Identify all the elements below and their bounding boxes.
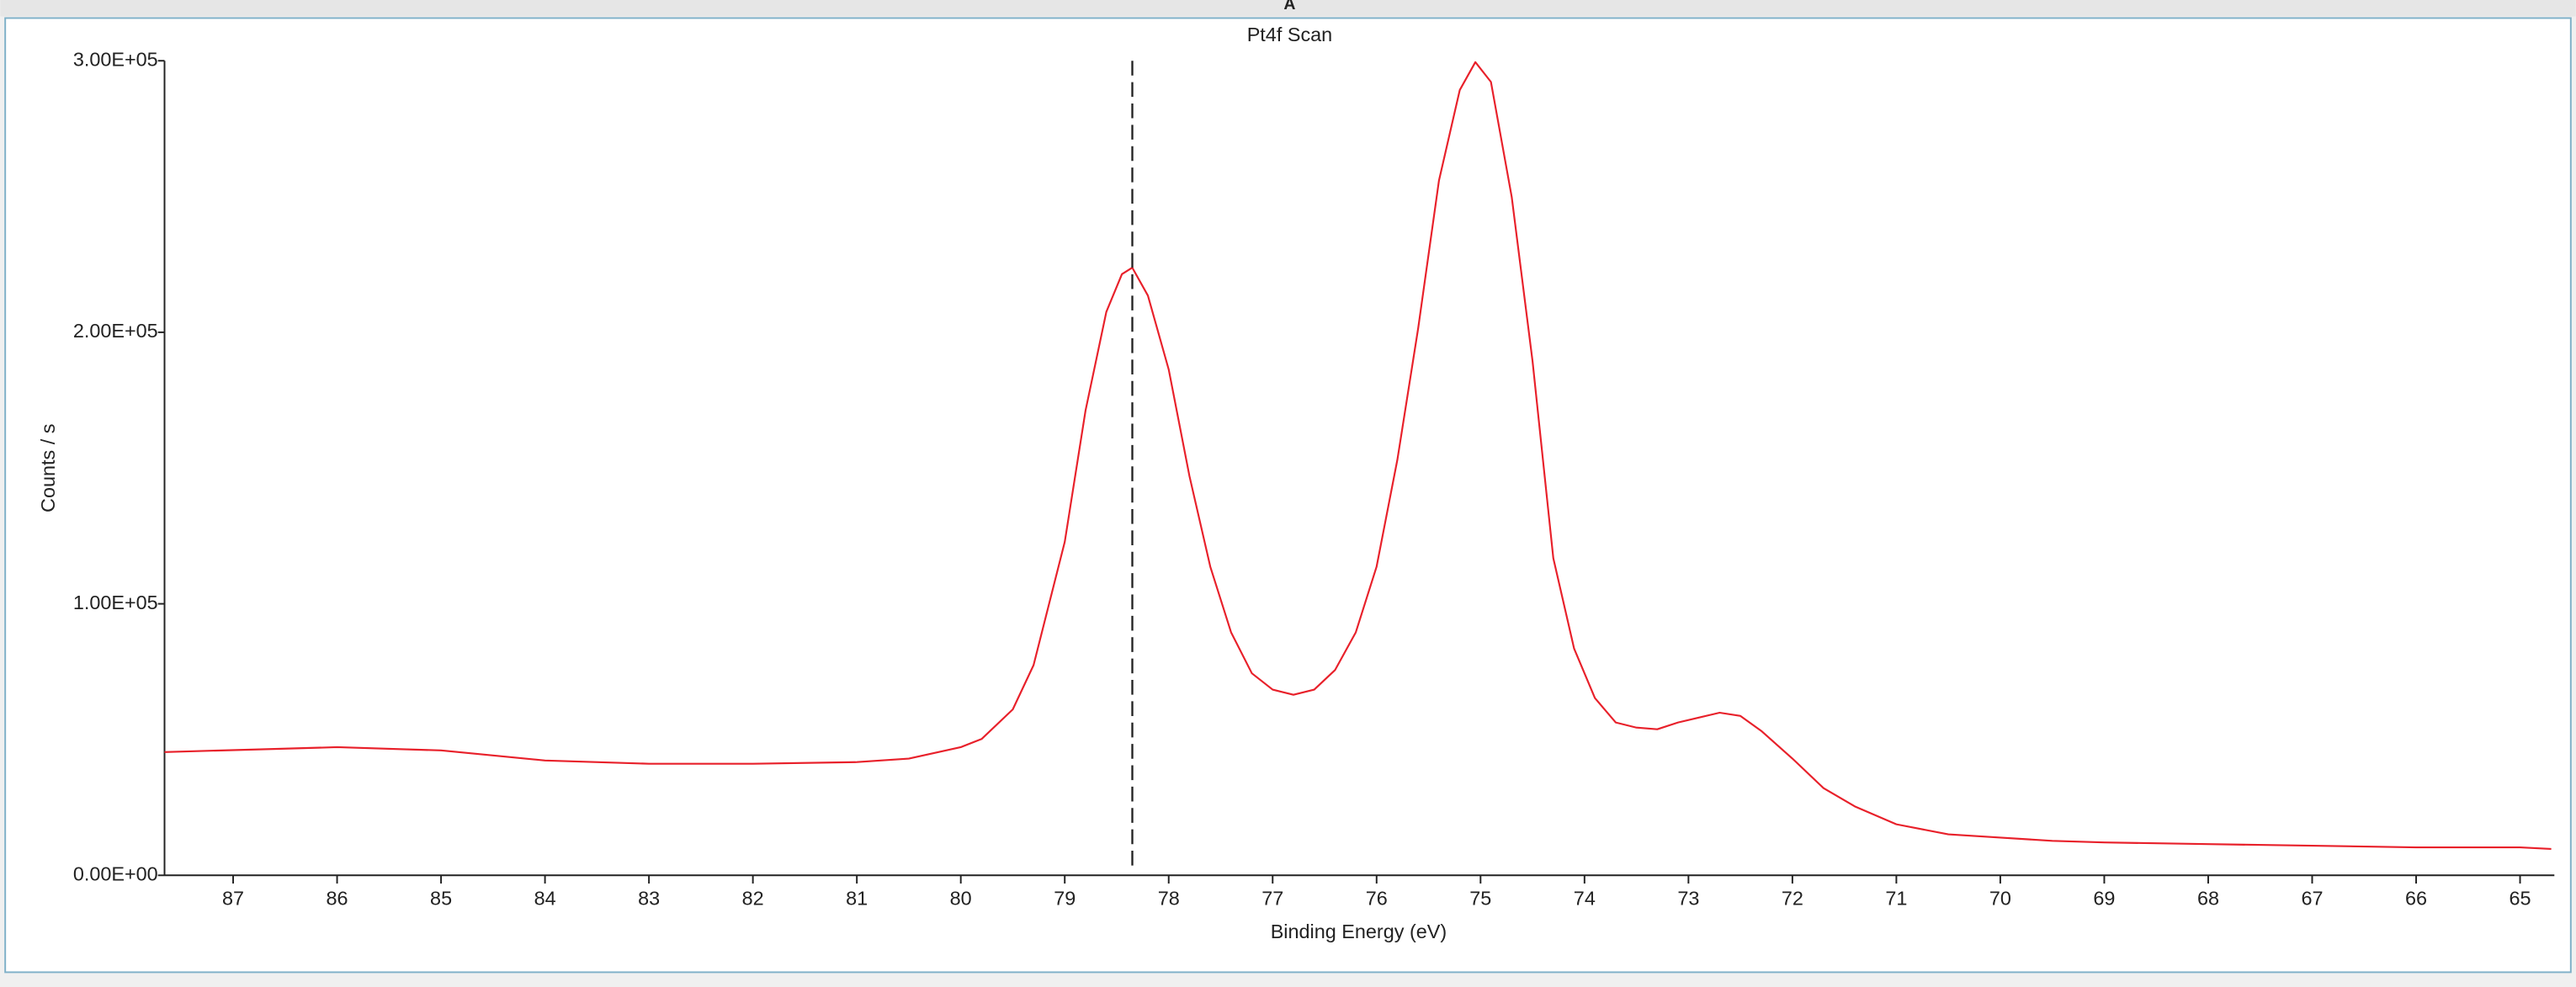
plot-panel [4,17,2572,974]
panel-label: A [1283,0,1295,13]
x-tick-label: 72 [1782,888,1803,910]
x-tick-label: 83 [638,888,660,910]
x-tick-label: 74 [1574,888,1596,910]
x-tick-label: 70 [1989,888,2011,910]
top-bar [0,0,2576,17]
x-tick-label: 80 [950,888,972,910]
chart-title: Pt4f Scan [1247,24,1333,45]
x-tick-label: 81 [846,888,868,910]
x-tick-label: 87 [222,888,244,910]
y-tick-label: 0.00E+00 [73,862,158,884]
x-tick-label: 67 [2301,888,2323,910]
x-tick-label: 82 [742,888,764,910]
x-tick-label: 84 [534,888,556,910]
y-tick-label: 1.00E+05 [73,592,158,613]
x-tick-label: 85 [430,888,452,910]
x-tick-label: 77 [1261,888,1283,910]
x-tick-label: 78 [1158,888,1180,910]
x-tick-label: 75 [1469,888,1491,910]
x-tick-label: 76 [1366,888,1388,910]
x-tick-label: 71 [1885,888,1907,910]
y-tick-label: 3.00E+05 [73,48,158,70]
x-tick-label: 79 [1054,888,1076,910]
x-tick-label: 66 [2405,888,2427,910]
x-tick-label: 69 [2093,888,2115,910]
x-tick-label: 68 [2197,888,2219,910]
x-axis-label: Binding Energy (eV) [1271,921,1447,942]
y-tick-label: 2.00E+05 [73,320,158,342]
spectrum-line [164,61,2552,851]
x-tick-label: 65 [2510,888,2531,910]
x-tick-label: 73 [1677,888,1699,910]
x-tick-label: 86 [327,888,348,910]
y-axis-label: Counts / s [37,424,59,512]
